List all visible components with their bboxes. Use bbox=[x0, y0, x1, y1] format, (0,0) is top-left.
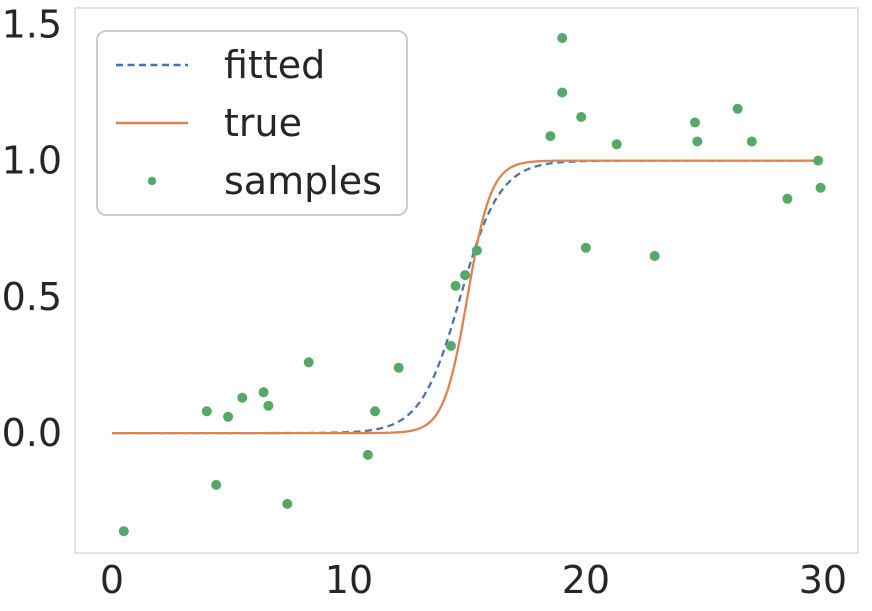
sample-point bbox=[557, 33, 568, 43]
legend-item-fitted: fitted bbox=[98, 37, 406, 93]
sample-point bbox=[223, 411, 234, 422]
sample-point bbox=[692, 136, 703, 147]
sample-point bbox=[450, 280, 461, 291]
sample-point bbox=[746, 136, 757, 147]
sample-point bbox=[580, 242, 591, 253]
sample-point bbox=[263, 400, 274, 411]
legend-item-true: true bbox=[98, 95, 406, 151]
legend-label-true: true bbox=[224, 101, 302, 145]
sample-point bbox=[545, 131, 556, 142]
legend-label-fitted: fitted bbox=[224, 43, 326, 87]
legend-item-samples: samples bbox=[98, 153, 406, 209]
sample-point bbox=[211, 479, 222, 490]
sample-point bbox=[815, 182, 826, 193]
x-tick-label: 30 bbox=[799, 558, 847, 602]
legend-label-samples: samples bbox=[224, 159, 382, 203]
sample-point bbox=[649, 251, 660, 261]
x-tick-label: 10 bbox=[325, 558, 373, 602]
sample-point bbox=[237, 392, 248, 403]
sample-point bbox=[118, 526, 129, 537]
sample-point bbox=[282, 498, 293, 509]
y-tick-label: 0.0 bbox=[2, 411, 62, 455]
sample-point bbox=[445, 340, 456, 351]
true-curve bbox=[111, 159, 823, 435]
sample-point bbox=[732, 103, 743, 114]
true-line-swatch-icon bbox=[114, 118, 190, 128]
sample-point bbox=[393, 362, 404, 373]
samples-dot-swatch-icon bbox=[114, 175, 190, 187]
sample-point bbox=[557, 87, 568, 98]
y-tick-label: 0.5 bbox=[2, 275, 62, 319]
x-tick-label: 20 bbox=[562, 558, 610, 602]
sample-point bbox=[201, 406, 212, 417]
sample-point bbox=[362, 449, 373, 460]
sample-point bbox=[576, 112, 587, 122]
legend: fitted true samples bbox=[96, 30, 408, 216]
x-tick-label: 0 bbox=[100, 558, 124, 602]
sample-point bbox=[782, 193, 793, 204]
y-tick-label: 1.0 bbox=[2, 139, 62, 183]
fitted-line-swatch-icon bbox=[114, 60, 190, 70]
sample-point bbox=[258, 387, 269, 398]
sample-point bbox=[303, 357, 314, 368]
sample-point bbox=[460, 270, 471, 281]
sample-point bbox=[690, 117, 700, 128]
sample-point bbox=[813, 155, 824, 166]
y-tick-label: 1.5 bbox=[2, 2, 62, 46]
sample-point bbox=[370, 406, 380, 417]
sample-point bbox=[471, 245, 482, 256]
sample-point bbox=[611, 139, 622, 150]
plot-border bbox=[74, 7, 859, 554]
